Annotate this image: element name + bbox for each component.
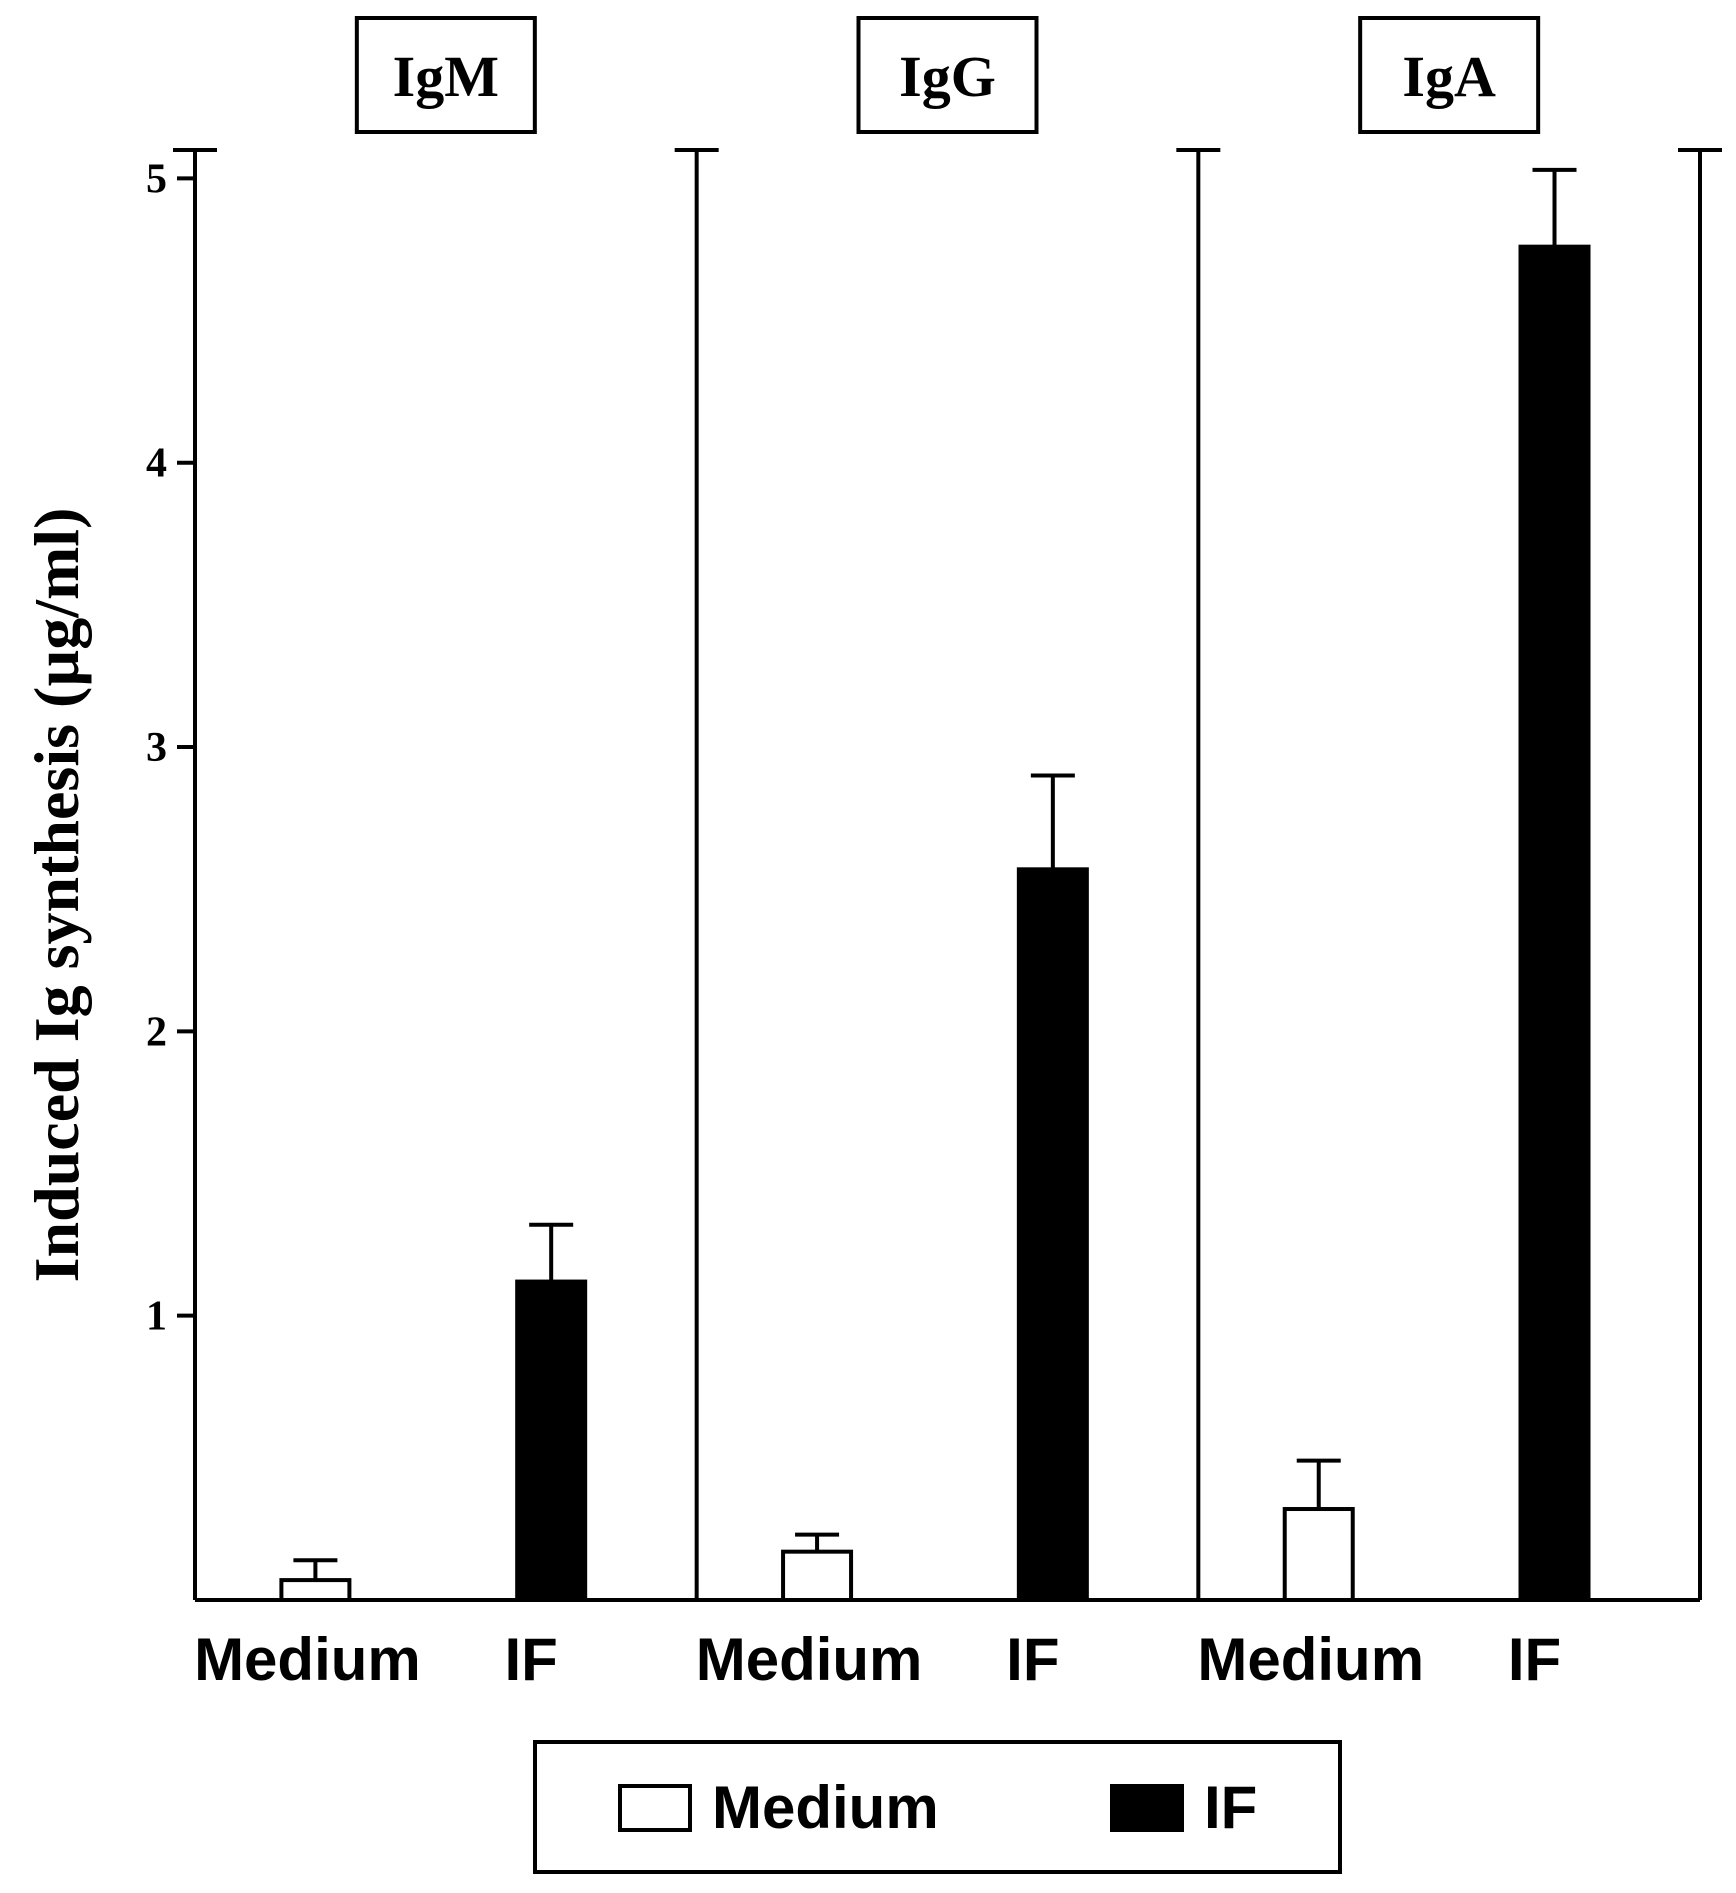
y-tick-label: 2: [146, 1009, 167, 1055]
bar-igm-medium: [279, 1578, 352, 1602]
bars-layer: [279, 167, 1591, 1603]
bar-iga-medium: [1282, 1507, 1355, 1603]
labels-layer: 1 2 3 4 5 Induced Ig synthesis (µg/ml) IgM Medi…: [21, 16, 1561, 1693]
bar-iga-if: [1518, 244, 1591, 1603]
axes-layer: [173, 148, 1722, 1602]
legend-swatch-medium: [618, 1784, 692, 1832]
y-tick-label: 4: [146, 441, 167, 487]
y-tick-label: 5: [146, 156, 167, 202]
y-tick-label: 1: [146, 1294, 167, 1340]
panel-title: IgM: [393, 44, 499, 109]
bar-igm-if: [515, 1279, 588, 1602]
panel-title-box: [354, 16, 537, 134]
x-category-label: IF: [1508, 1626, 1561, 1693]
x-category-label: Medium: [1197, 1626, 1424, 1693]
x-category-label: IF: [1006, 1626, 1059, 1693]
y-axis-label: Induced Ig synthesis (µg/ml): [21, 508, 92, 1283]
legend: Medium IF: [533, 1740, 1342, 1874]
legend-label: IF: [1204, 1774, 1257, 1841]
x-category-label: Medium: [194, 1626, 421, 1693]
panel-title: IgG: [899, 44, 996, 109]
legend-swatch-if: [1110, 1784, 1184, 1832]
panel-title-box: [1358, 16, 1541, 134]
bar-igg-if: [1016, 867, 1089, 1602]
x-category-label: Medium: [696, 1626, 923, 1693]
x-category-label: IF: [505, 1626, 558, 1693]
y-tick-label: 3: [146, 725, 167, 771]
bar-igg-medium: [781, 1549, 854, 1602]
panel-title-box: [856, 16, 1039, 134]
panel-title: IgA: [1402, 44, 1496, 109]
legend-label: Medium: [712, 1774, 939, 1841]
